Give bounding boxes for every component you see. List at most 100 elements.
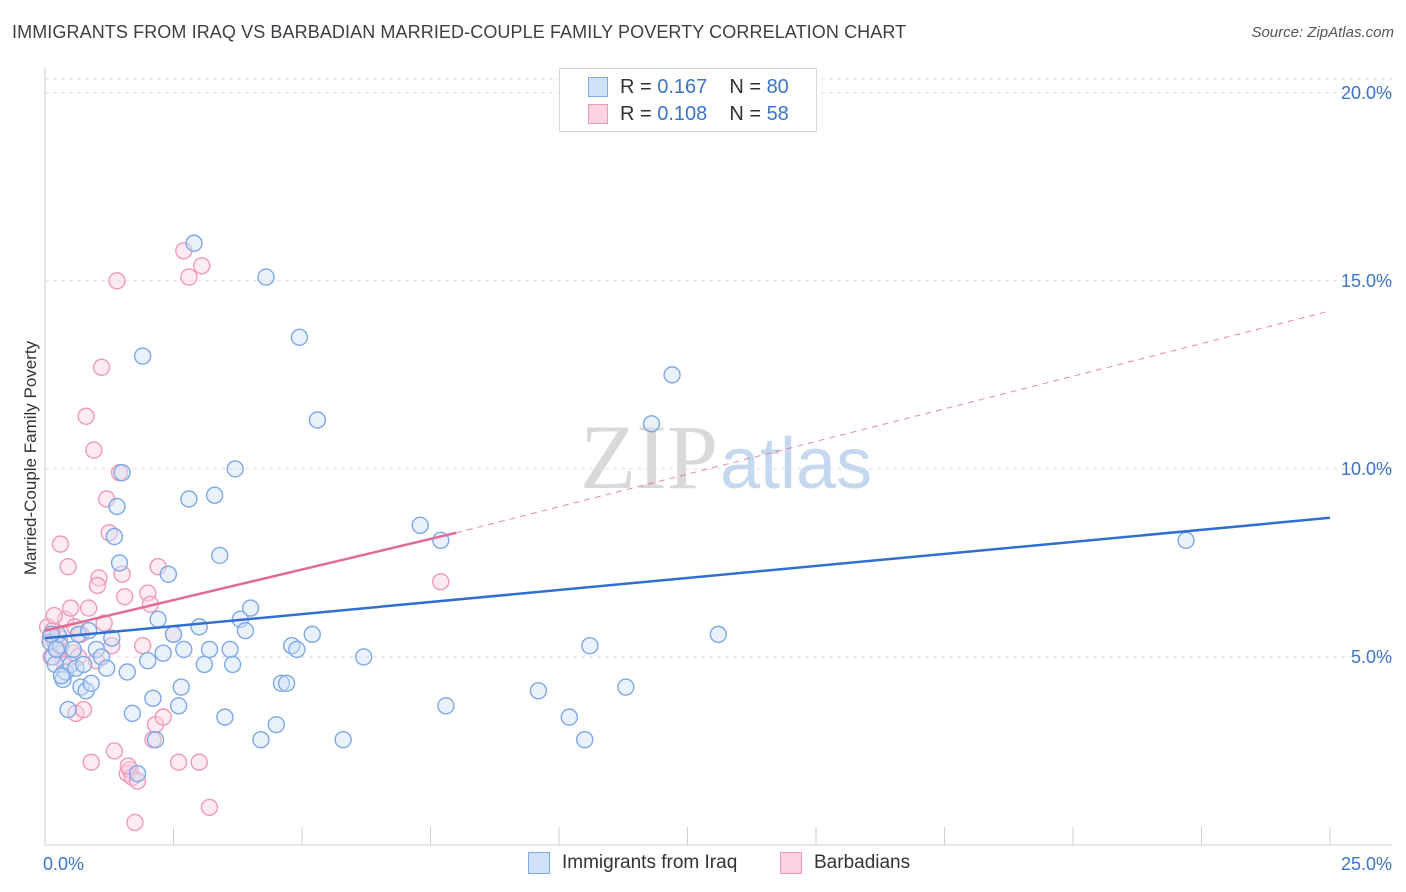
iraq-point [226, 460, 244, 478]
iraq-point [411, 516, 429, 535]
barbadians-point [133, 636, 152, 655]
legend-row-iraq: R = 0.167 N = 80 [588, 75, 789, 99]
iraq-point [118, 663, 136, 681]
iraq-point [663, 366, 681, 384]
iraq-point [272, 674, 291, 692]
iraq-points [41, 234, 1195, 783]
iraq-point [64, 640, 82, 659]
y-tick-labels: 5.0% 10.0% 15.0% 20.0% [1341, 83, 1392, 667]
barbadians-point [115, 588, 134, 606]
iraq-point [257, 268, 275, 286]
bottom-legend-iraq: Immigrants from Iraq [528, 852, 737, 874]
iraq-point [354, 648, 373, 666]
barbadians-point [154, 708, 172, 726]
iraq-point [267, 715, 285, 734]
iraq-point [277, 674, 296, 692]
iraq-point [180, 490, 198, 508]
iraq-point [172, 678, 190, 696]
x-tick-labels: 0.0% 25.0% [43, 854, 1392, 874]
watermark-zip: ZIP [580, 406, 718, 508]
iraq-point [236, 621, 255, 640]
iraq-point [303, 625, 321, 644]
iraq-point [334, 730, 352, 749]
iraq-point [288, 640, 306, 659]
barbadians-point [105, 742, 124, 760]
iraq-point [149, 610, 167, 629]
legend-r-value: 0.108 [657, 102, 708, 125]
barbadians-point [432, 573, 450, 591]
iraq-point [79, 621, 98, 640]
barbadians-point [82, 753, 100, 771]
iraq-point [105, 527, 124, 546]
y-tick-label: 15.0% [1341, 271, 1392, 291]
x-tick-label: 0.0% [43, 854, 84, 874]
legend-n-label: N = [729, 102, 761, 125]
iraq-point [576, 730, 594, 749]
barbadians-point [108, 272, 126, 290]
bottom-legend-swatch-iraq [528, 852, 550, 874]
barbadians-point [193, 257, 211, 275]
iraq-point [113, 463, 131, 482]
iraq-point [164, 625, 183, 644]
iraq-point [97, 659, 116, 677]
grid-lines [45, 78, 1392, 658]
iraq-point [560, 708, 578, 726]
barbadians-point [74, 700, 93, 719]
barbadians-point [61, 599, 80, 617]
iraq-point [74, 655, 93, 674]
iraq-point [241, 599, 260, 617]
legend-n-value: 58 [766, 102, 789, 125]
barbadians-point [180, 268, 198, 286]
source-label: Source: ZipAtlas.com [1251, 24, 1394, 41]
iraq-point [159, 565, 178, 583]
trend-lines [44, 310, 1331, 640]
iraq-point [308, 411, 327, 429]
legend-swatch-barbadians [588, 104, 608, 124]
iraq-point [709, 625, 728, 644]
legend-n-label: N = [729, 75, 761, 98]
barbadians-point [190, 753, 208, 771]
barbadians-point [200, 798, 219, 817]
watermark-atlas: atlas [720, 424, 872, 504]
y-tick-label: 10.0% [1341, 459, 1392, 479]
iraq-point [642, 415, 661, 433]
legend-r-label: R = [620, 102, 652, 125]
iraq-point [59, 700, 77, 719]
iraq-point [252, 730, 270, 749]
barbadians-point [92, 358, 111, 377]
iraq-point [190, 618, 208, 636]
axes [44, 68, 1392, 846]
iraq-point [108, 497, 126, 516]
bottom-legend-label-iraq: Immigrants from Iraq [562, 852, 738, 873]
bottom-legend-swatch-barbadians [780, 852, 802, 874]
barbadians-point [79, 599, 98, 617]
iraq-point [200, 640, 219, 659]
iraq-point [82, 674, 100, 692]
barbadians-point [77, 407, 95, 425]
iraq-point [144, 689, 162, 708]
correlation-legend: R = 0.167 N = 80 R = 0.108 N = 58 [559, 68, 817, 132]
iraq-point [139, 652, 157, 670]
barbadians-trend-extension [456, 310, 1331, 534]
iraq-point [169, 697, 188, 715]
iraq-point [617, 678, 635, 696]
iraq-point [103, 629, 121, 647]
barbadians-trend-line [44, 531, 457, 632]
y-tick-label: 5.0% [1351, 647, 1392, 667]
iraq-point [581, 636, 599, 655]
x-tick-label: 25.0% [1341, 854, 1392, 874]
iraq-point [154, 644, 172, 662]
iraq-point [437, 697, 455, 715]
iraq-point [175, 640, 193, 659]
barbadians-point [45, 606, 63, 625]
iraq-point [123, 704, 142, 723]
barbadians-point [85, 441, 103, 459]
legend-swatch-iraq [588, 77, 608, 97]
bottom-legend-label-barbadians: Barbadians [814, 852, 911, 873]
legend-r-value: 0.167 [657, 75, 708, 98]
barbadians-point [95, 614, 113, 632]
iraq-point [110, 554, 129, 572]
bottom-legend-barbadians: Barbadians [780, 852, 910, 874]
barbadians-point [59, 557, 77, 576]
